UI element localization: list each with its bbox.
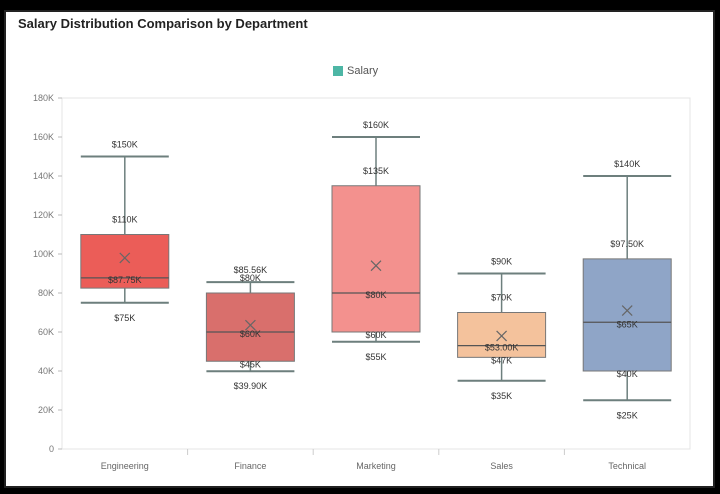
max-label: $150K: [112, 140, 138, 150]
box: [205, 292, 295, 362]
min-label: $25K: [617, 410, 638, 420]
y-tick-label: 180K: [33, 93, 54, 103]
q3-label: $135K: [363, 166, 389, 176]
plot-area: [61, 97, 691, 450]
min-label: $39.90K: [234, 381, 268, 391]
q1-label: $40K: [617, 369, 638, 379]
x-tick-label: Engineering: [101, 461, 149, 471]
q3-label: $70K: [491, 293, 512, 303]
x-tick-label: Sales: [490, 461, 513, 471]
y-tick-label: 160K: [33, 132, 54, 142]
chart-title: Salary Distribution Comparison by Depart…: [18, 16, 308, 31]
y-tick-label: 0: [49, 444, 54, 454]
box: [331, 185, 421, 333]
q1-label: $47K: [491, 355, 512, 365]
y-tick-label: 80K: [38, 288, 54, 298]
mean-marker: [244, 319, 256, 331]
mean-marker: [119, 252, 131, 264]
y-tick-label: 100K: [33, 249, 54, 259]
q3-label: $110K: [112, 215, 137, 225]
y-tick-label: 40K: [38, 366, 54, 376]
legend-swatch: [333, 66, 343, 76]
y-tick-label: 20K: [38, 405, 54, 415]
legend-item-salary[interactable]: Salary: [333, 65, 378, 77]
y-tick-label: 140K: [33, 171, 54, 181]
median-label: $87.75K: [108, 275, 142, 285]
mean-marker: [496, 330, 508, 342]
legend-label: Salary: [347, 65, 379, 77]
min-label: $75K: [114, 313, 135, 323]
mean-marker: [621, 305, 633, 316]
q1-label: $60K: [365, 330, 386, 340]
box: [457, 312, 547, 358]
box: [80, 234, 170, 289]
x-tick-label: Finance: [234, 461, 266, 471]
box: [582, 258, 672, 372]
min-label: $35K: [491, 391, 512, 401]
median-label: $65K: [617, 319, 638, 329]
max-label: $85.56K: [234, 265, 268, 275]
median-label: $53.00K: [485, 343, 519, 353]
q3-label: $80K: [240, 273, 261, 283]
median-label: $60K: [240, 329, 261, 339]
x-tick-label: Technical: [608, 461, 646, 471]
q1-label: $45K: [240, 359, 261, 369]
min-label: $55K: [365, 352, 386, 362]
y-tick-label: 120K: [33, 210, 54, 220]
median-label: $80K: [365, 290, 386, 300]
max-label: $140K: [614, 159, 640, 169]
q3-label: $97.50K: [610, 239, 644, 249]
x-tick-label: Marketing: [356, 461, 396, 471]
y-tick-label: 60K: [38, 327, 54, 337]
max-label: $160K: [363, 120, 389, 130]
mean-marker: [370, 260, 382, 272]
max-label: $90K: [491, 257, 512, 267]
